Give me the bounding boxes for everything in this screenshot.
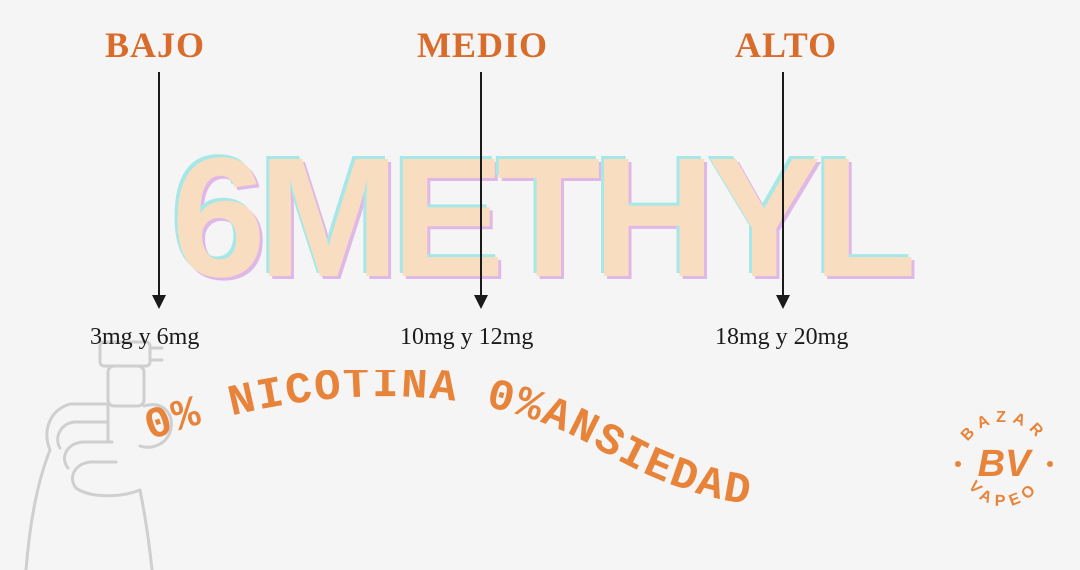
logo-monogram: BV [978, 443, 1033, 485]
arrow-alto [782, 72, 784, 307]
logo-text-top: BAZAR [958, 409, 1050, 444]
level-label-bajo: BAJO [105, 24, 205, 66]
arrow-medio [480, 72, 482, 307]
brand-logo: BAZAR VAPEO BV [944, 404, 1064, 524]
level-label-medio: MEDIO [417, 24, 548, 66]
dose-label-alto: 18mg y 20mg [715, 324, 848, 351]
slogan-text: 0% NICOTINA 0%ANSIEDAD [139, 370, 757, 518]
slogan-wave: 0% NICOTINA 0%ANSIEDAD [0, 370, 1080, 570]
arrow-bajo [158, 72, 160, 307]
dose-label-medio: 10mg y 12mg [400, 324, 533, 351]
dose-label-bajo: 3mg y 6mg [90, 324, 199, 351]
svg-text:BAZAR: BAZAR [958, 409, 1050, 444]
level-label-alto: ALTO [735, 24, 837, 66]
background-word: 6METHYL [171, 120, 908, 316]
svg-text:0% NICOTINA 0%ANSIEDAD: 0% NICOTINA 0%ANSIEDAD [139, 370, 757, 518]
